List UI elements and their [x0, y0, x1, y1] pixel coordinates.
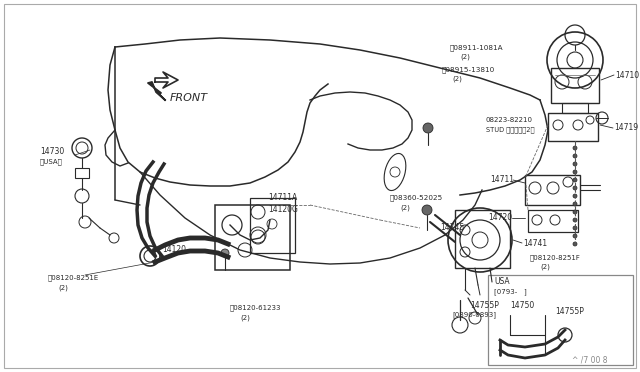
Text: ⒲08120-61233: ⒲08120-61233: [230, 305, 282, 311]
Text: 〈USA〉: 〈USA〉: [40, 159, 63, 165]
Text: 14711A: 14711A: [268, 193, 297, 202]
Text: [0793-   ]: [0793- ]: [494, 289, 527, 295]
Text: 14745: 14745: [440, 224, 464, 232]
Text: Ⓝ08360-52025: Ⓝ08360-52025: [390, 195, 444, 201]
Circle shape: [573, 218, 577, 222]
Text: 14120: 14120: [162, 246, 186, 254]
Circle shape: [573, 202, 577, 206]
Bar: [525, 175, 580, 205]
Circle shape: [423, 123, 433, 133]
Text: (2): (2): [452, 76, 462, 82]
Text: FRONT: FRONT: [170, 93, 208, 103]
Text: (2): (2): [460, 54, 470, 60]
Bar: [548, 113, 598, 141]
Text: ⒲08120-8251F: ⒲08120-8251F: [530, 255, 581, 261]
Text: 14755P: 14755P: [555, 308, 584, 317]
Bar: [562, 103, 588, 113]
Text: (2): (2): [540, 264, 550, 270]
Circle shape: [573, 242, 577, 246]
Bar: [455, 210, 510, 268]
Circle shape: [573, 154, 577, 158]
Bar: [551, 68, 599, 103]
Text: (2): (2): [400, 205, 410, 211]
Text: (2): (2): [58, 285, 68, 291]
Text: 14120G: 14120G: [268, 205, 298, 214]
Bar: [215, 205, 290, 270]
Text: 14741: 14741: [523, 238, 547, 247]
Bar: [488, 275, 633, 365]
Polygon shape: [148, 82, 165, 100]
Circle shape: [573, 186, 577, 190]
Text: 08223-82210: 08223-82210: [486, 117, 533, 123]
Circle shape: [573, 146, 577, 150]
Text: 14710: 14710: [615, 71, 639, 80]
Text: ⓝ08911-1081A: ⓝ08911-1081A: [450, 45, 504, 51]
Circle shape: [573, 210, 577, 214]
Text: ⒲08120-8251E: ⒲08120-8251E: [48, 275, 99, 281]
Circle shape: [221, 249, 229, 257]
Text: 14720: 14720: [488, 214, 512, 222]
Text: (2): (2): [240, 315, 250, 321]
Circle shape: [573, 226, 577, 230]
Circle shape: [573, 234, 577, 238]
Bar: [528, 210, 578, 232]
Text: 14750: 14750: [510, 301, 534, 310]
Text: 14730: 14730: [40, 148, 64, 157]
Circle shape: [573, 178, 577, 182]
Text: [0890-0893]: [0890-0893]: [452, 312, 496, 318]
Circle shape: [573, 170, 577, 174]
Text: USA: USA: [494, 278, 509, 286]
Circle shape: [573, 162, 577, 166]
Text: 14755P: 14755P: [470, 301, 499, 310]
Text: STUD スタッド（2）: STUD スタッド（2）: [486, 127, 534, 133]
Text: 14711: 14711: [490, 176, 514, 185]
Text: ^ /7 00 8: ^ /7 00 8: [572, 356, 607, 365]
Circle shape: [422, 205, 432, 215]
Circle shape: [573, 194, 577, 198]
Bar: [75, 168, 89, 178]
Text: 14719: 14719: [614, 124, 638, 132]
Text: ⓥ08915-13810: ⓥ08915-13810: [442, 67, 495, 73]
Bar: [250, 198, 295, 253]
